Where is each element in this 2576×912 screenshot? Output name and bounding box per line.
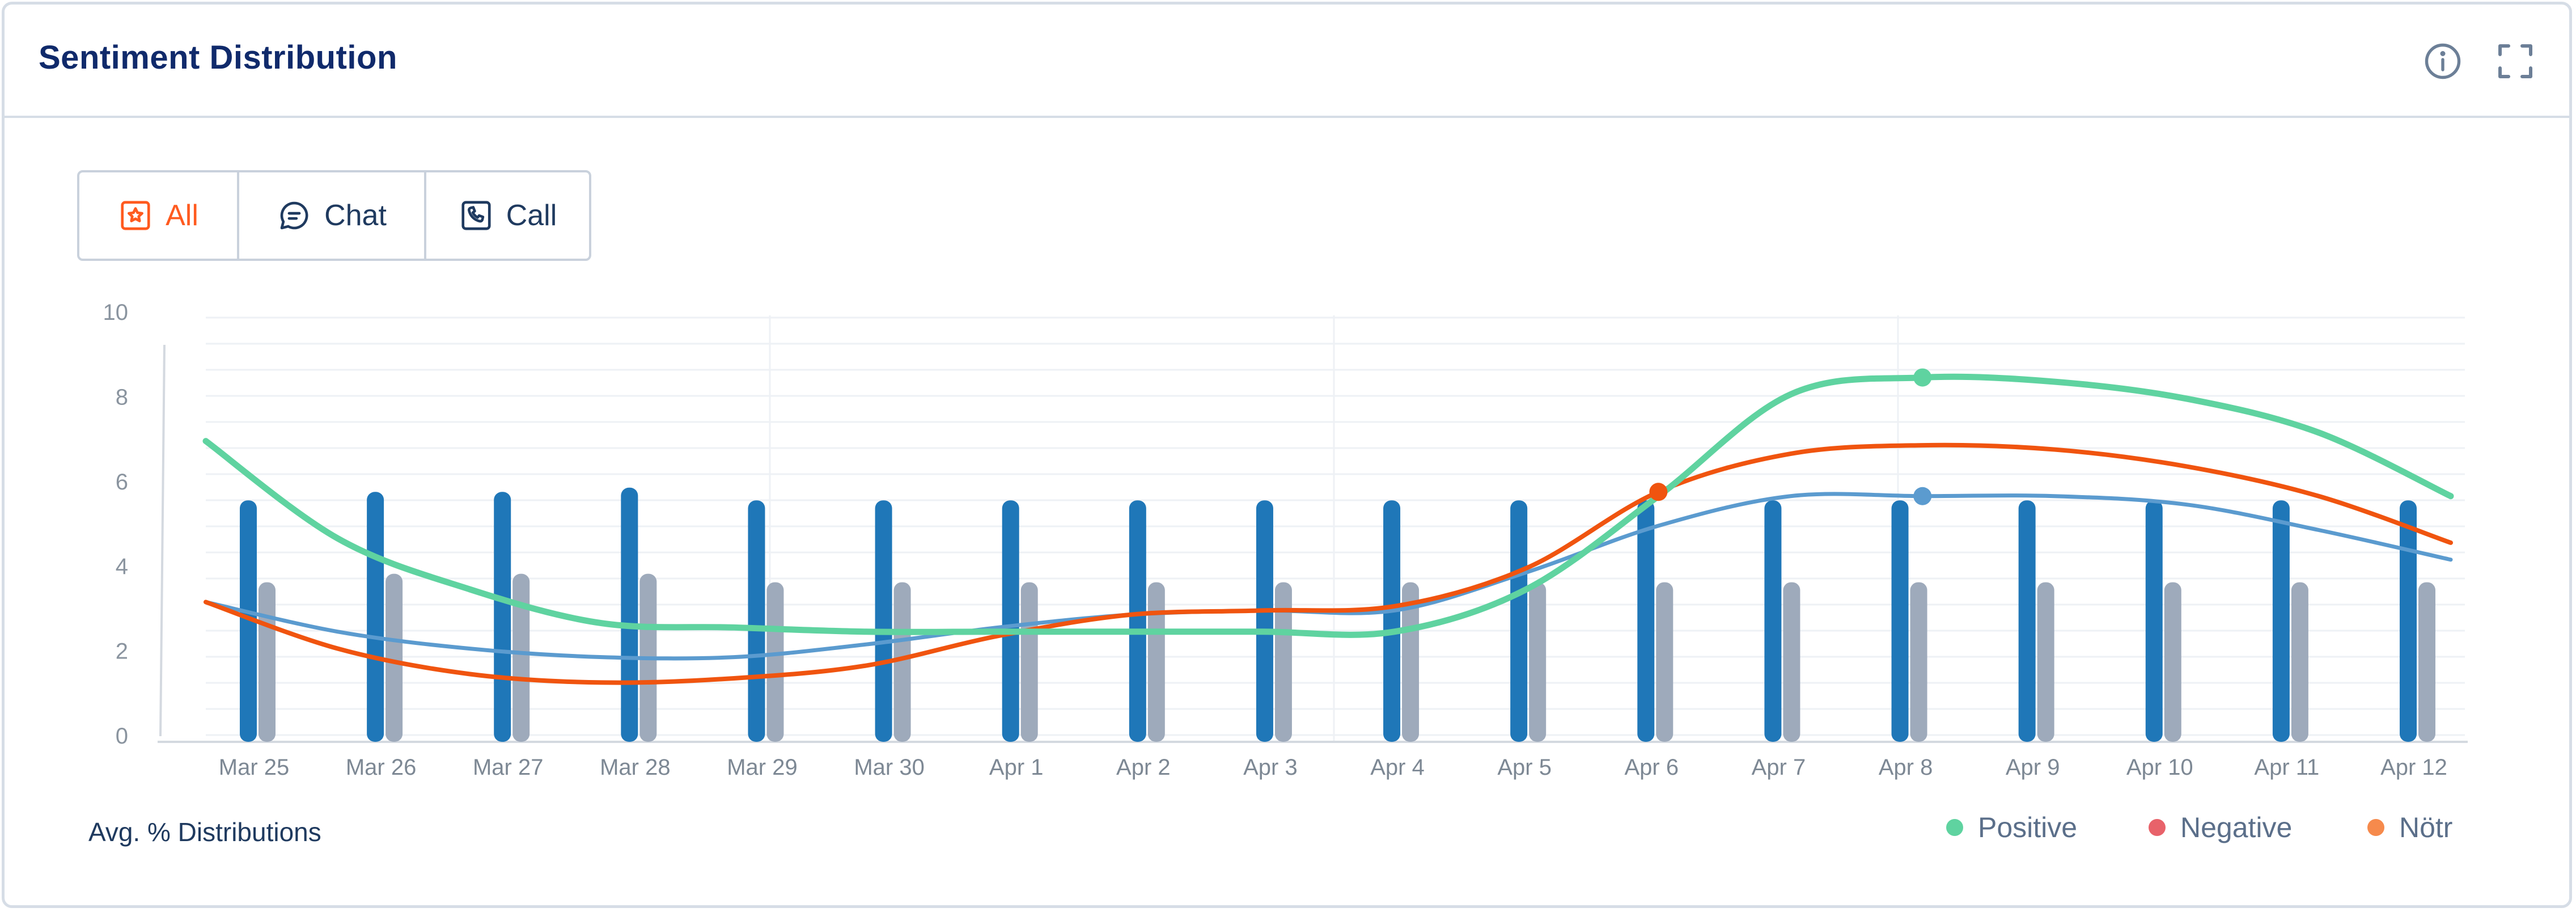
distribution-label: Avg. % Distributions — [88, 817, 321, 847]
info-icon[interactable] — [2422, 41, 2463, 82]
bar-secondary — [385, 573, 403, 742]
x-tick-label: Apr 8 — [1879, 755, 1933, 780]
series-line-positive — [202, 373, 2454, 638]
y-tick-label: 8 — [116, 385, 128, 409]
tab-all[interactable]: All — [79, 172, 237, 259]
bar-secondary — [2418, 582, 2435, 742]
negative-dot-icon — [2149, 819, 2166, 836]
bar-primary — [240, 500, 257, 742]
sentiment-chart: 0 2 4 6 8 10 Mar 25 Mar 26 Mar 27 Mar 28 Mar 29 Mar… — [103, 300, 2468, 780]
x-tick-label: Apr 11 — [2254, 755, 2319, 780]
tab-chat[interactable]: Chat — [237, 172, 424, 259]
channel-filter: All Chat Call — [77, 170, 591, 261]
chat-bubble-icon — [280, 201, 308, 230]
y-tick-label: 2 — [116, 639, 128, 664]
x-tick-label: Apr 7 — [1752, 755, 1806, 780]
bar-secondary — [259, 582, 276, 742]
card-header: Sentiment Distribution — [5, 5, 2569, 118]
x-tick-label: Mar 30 — [854, 755, 925, 780]
bar-secondary — [893, 582, 911, 742]
marker-notr — [1913, 487, 1932, 505]
bar-secondary — [2037, 582, 2054, 742]
star-box-icon — [121, 201, 150, 230]
bar-primary — [748, 500, 765, 742]
bar-primary — [2018, 500, 2036, 742]
y-axis-line — [159, 344, 166, 737]
y-tick-label: 10 — [103, 300, 129, 325]
marker-negative — [1649, 483, 1668, 501]
y-tick-label: 6 — [116, 470, 128, 495]
bar-primary — [621, 487, 638, 742]
bar-primary — [1002, 500, 1019, 742]
bar-secondary — [1020, 582, 1038, 742]
legend-label-negative: Negative — [2180, 812, 2293, 843]
bar-secondary — [1529, 582, 1547, 742]
x-tick-label: Apr 2 — [1116, 755, 1171, 780]
legend-item-notr[interactable]: Nötr — [2367, 811, 2452, 844]
bar-secondary — [1274, 582, 1292, 742]
bar-primary — [367, 492, 384, 742]
x-tick-label: Apr 12 — [2380, 755, 2447, 780]
bar-secondary — [1656, 582, 1673, 742]
bar-primary — [1764, 500, 1782, 742]
bar-secondary — [2291, 582, 2308, 742]
marker-positive — [1913, 368, 1932, 387]
bar-primary — [1256, 500, 1273, 742]
bar-primary — [1383, 500, 1401, 742]
series-line-negative — [204, 442, 2453, 685]
legend-item-negative[interactable]: Negative — [2149, 811, 2292, 844]
tab-all-label: All — [166, 199, 198, 232]
bar-secondary — [2164, 582, 2181, 742]
bar-secondary — [1910, 582, 1927, 742]
bar-primary — [1637, 500, 1655, 742]
legend-label-positive: Positive — [1978, 812, 2078, 843]
x-tick-label: Apr 3 — [1243, 755, 1298, 780]
y-tick-label: 4 — [116, 554, 128, 579]
x-tick-label: Apr 10 — [2126, 755, 2193, 780]
x-tick-label: Mar 27 — [473, 755, 544, 780]
bar-primary — [1891, 500, 1909, 742]
phone-icon — [461, 201, 491, 230]
tab-chat-label: Chat — [324, 199, 387, 232]
bar-primary — [1129, 500, 1146, 742]
x-tick-label: Mar 29 — [727, 755, 798, 780]
x-tick-label: Mar 25 — [219, 755, 290, 780]
legend-label-notr: Nötr — [2399, 812, 2453, 843]
bar-secondary — [1147, 582, 1165, 742]
x-tick-label: Apr 6 — [1624, 755, 1679, 780]
positive-dot-icon — [1946, 819, 1963, 836]
x-tick-label: Mar 26 — [346, 755, 417, 780]
card-title: Sentiment Distribution — [39, 39, 397, 76]
bar-secondary — [766, 582, 784, 742]
notr-dot-icon — [2367, 819, 2384, 836]
bar-primary — [2400, 500, 2417, 742]
x-tick-label: Apr 4 — [1370, 755, 1425, 780]
y-tick-label: 0 — [116, 724, 128, 749]
bar-secondary — [512, 573, 530, 742]
bar-primary — [1510, 500, 1528, 742]
bar-primary — [875, 500, 892, 742]
bar-primary — [2145, 500, 2163, 742]
x-tick-label: Apr 9 — [2006, 755, 2060, 780]
bar-secondary — [1402, 582, 1420, 742]
bar-primary — [494, 492, 511, 742]
bar-primary — [2272, 500, 2290, 742]
tab-call-label: Call — [506, 199, 557, 232]
x-tick-label: Apr 5 — [1497, 755, 1552, 780]
expand-icon[interactable] — [2495, 41, 2536, 82]
bar-secondary — [1783, 582, 1800, 742]
x-tick-label: Mar 28 — [600, 755, 671, 780]
tab-call[interactable]: Call — [424, 172, 589, 259]
legend-item-positive[interactable]: Positive — [1946, 811, 2077, 844]
x-tick-label: Apr 1 — [989, 755, 1044, 780]
